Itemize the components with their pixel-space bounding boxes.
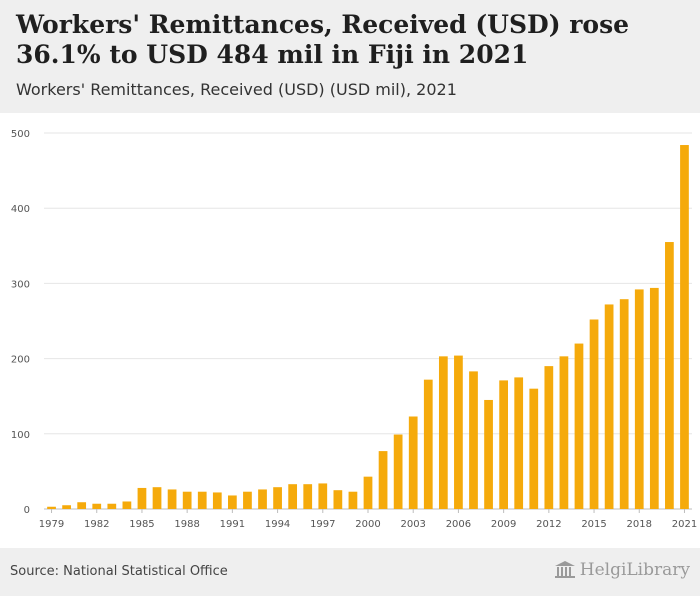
- footer: Source: National Statistical Office Helg…: [0, 548, 700, 596]
- library-building-icon: [554, 561, 575, 578]
- source-note: Source: National Statistical Office: [10, 564, 228, 579]
- x-tick-label: 2012: [536, 519, 561, 530]
- bar: [469, 371, 478, 509]
- x-tick-label: 1988: [174, 519, 199, 530]
- x-tick-label: 2021: [672, 519, 697, 530]
- bar: [318, 483, 328, 509]
- y-tick-label: 0: [24, 505, 30, 516]
- bar: [348, 491, 358, 509]
- bar: [197, 491, 207, 509]
- x-tick-label: 1979: [39, 519, 64, 530]
- brand-name: HelgiLibrary: [579, 560, 690, 580]
- bar: [529, 388, 539, 509]
- x-tick-label: 2015: [581, 519, 606, 530]
- bar: [92, 503, 102, 509]
- y-tick-label: 400: [11, 204, 30, 215]
- x-tick-label: 2009: [491, 519, 516, 530]
- bar: [559, 356, 569, 509]
- bar: [634, 289, 644, 509]
- bar: [212, 492, 222, 509]
- x-tick-label: 1985: [129, 519, 154, 530]
- y-tick-label: 100: [11, 430, 30, 441]
- x-tick-label: 2003: [400, 519, 425, 530]
- x-tick-label: 2006: [446, 519, 471, 530]
- bar: [273, 487, 282, 509]
- brand-logo: HelgiLibrary: [554, 560, 690, 580]
- y-tick-label: 200: [11, 355, 30, 366]
- bar: [167, 489, 177, 509]
- bar: [137, 487, 147, 509]
- bar: [77, 502, 87, 509]
- x-tick-label: 1991: [220, 519, 245, 530]
- bar: [47, 506, 56, 509]
- bar: [408, 416, 418, 509]
- bar: [243, 491, 252, 509]
- bar: [649, 287, 659, 509]
- bar: [107, 503, 117, 509]
- bar: [499, 380, 508, 509]
- bar: [378, 451, 388, 509]
- bar: [258, 489, 267, 509]
- bar: [182, 491, 192, 509]
- bar: [514, 377, 524, 509]
- chart-subtitle: Workers' Remittances, Received (USD) (US…: [16, 80, 457, 99]
- bar: [619, 299, 629, 509]
- bar-chart: 0 100 200 300 400 500 1979 1982 1985 1988 1991 1994…: [11, 129, 697, 530]
- bar: [288, 484, 298, 509]
- bar: [544, 366, 554, 509]
- bar: [122, 501, 132, 509]
- y-tick-label: 500: [11, 129, 30, 140]
- x-tick-label: 2000: [355, 519, 380, 530]
- bar: [303, 484, 313, 509]
- x-tick-label: 1997: [310, 519, 335, 530]
- bar: [604, 304, 614, 509]
- x-tick-label: 1994: [265, 519, 290, 530]
- bar: [438, 356, 448, 509]
- bar: [423, 379, 433, 509]
- x-tick-label: 1982: [84, 519, 109, 530]
- bar: [333, 490, 343, 509]
- bar: [484, 399, 493, 509]
- bar: [680, 145, 689, 510]
- bar: [589, 319, 599, 509]
- x-tick-label: 2018: [627, 519, 652, 530]
- bar: [152, 487, 162, 509]
- bar: [665, 242, 674, 510]
- bar: [393, 434, 403, 509]
- header: Workers' Remittances, Received (USD) ros…: [0, 0, 700, 113]
- bar: [363, 476, 373, 509]
- bar: [62, 505, 71, 509]
- bar: [454, 355, 463, 509]
- chart-title: Workers' Remittances, Received (USD) ros…: [16, 10, 630, 69]
- bar: [574, 343, 584, 509]
- bar: [228, 495, 237, 509]
- y-tick-label: 300: [11, 279, 30, 290]
